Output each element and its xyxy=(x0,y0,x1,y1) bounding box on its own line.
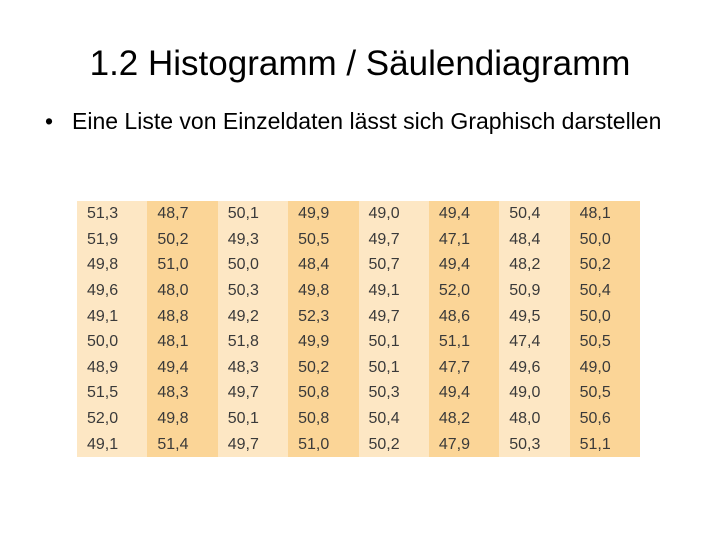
table-cell: 49,4 xyxy=(147,354,218,381)
table-cell: 47,4 xyxy=(499,328,570,355)
table-cell: 48,7 xyxy=(147,201,218,227)
table-row: 49,1 51,4 49,7 51,0 50,2 47,9 50,3 51,1 xyxy=(77,431,640,457)
table-cell: 48,4 xyxy=(288,252,359,278)
table-cell: 50,0 xyxy=(569,226,640,253)
table-cell: 49,9 xyxy=(288,328,359,355)
table-row: 51,3 48,7 50,1 49,9 49,0 49,4 50,4 48,1 xyxy=(77,201,640,227)
table-row: 49,1 48,8 49,2 52,3 49,7 48,6 49,5 50,0 xyxy=(77,303,640,329)
table-cell: 49,4 xyxy=(428,201,500,227)
table-cell: 50,4 xyxy=(499,201,570,227)
table-cell: 50,0 xyxy=(217,252,289,278)
table-cell: 50,6 xyxy=(569,405,640,432)
table-cell: 51,3 xyxy=(77,201,148,227)
table-cell: 51,1 xyxy=(428,328,500,355)
bullet-list: Eine Liste von Einzeldaten lässt sich Gr… xyxy=(45,106,685,136)
table-cell: 48,0 xyxy=(499,405,570,432)
table-cell: 49,0 xyxy=(499,380,570,406)
table-cell: 48,6 xyxy=(428,303,500,329)
table-cell: 50,3 xyxy=(499,431,570,457)
table-cell: 51,8 xyxy=(217,328,289,355)
table-cell: 49,1 xyxy=(77,431,148,457)
table-cell: 49,1 xyxy=(77,303,148,329)
table-cell: 51,1 xyxy=(569,431,640,457)
table-cell: 49,9 xyxy=(288,201,359,227)
table-cell: 50,7 xyxy=(358,252,429,278)
table-cell: 48,2 xyxy=(428,405,500,432)
table-cell: 48,1 xyxy=(569,201,640,227)
table-cell: 50,2 xyxy=(569,252,640,278)
table-cell: 49,0 xyxy=(358,201,429,227)
table-cell: 49,7 xyxy=(358,303,429,329)
table-cell: 48,0 xyxy=(147,277,218,304)
table-cell: 47,7 xyxy=(428,354,500,381)
table-cell: 50,0 xyxy=(77,328,148,355)
table-row: 50,0 48,1 51,8 49,9 50,1 51,1 47,4 50,5 xyxy=(77,328,640,355)
table-cell: 50,1 xyxy=(217,201,289,227)
table-cell: 50,1 xyxy=(358,328,429,355)
table-row: 52,0 49,8 50,1 50,8 50,4 48,2 48,0 50,6 xyxy=(77,405,640,432)
table-cell: 49,1 xyxy=(358,277,429,304)
table-row: 51,9 50,2 49,3 50,5 49,7 47,1 48,4 50,0 xyxy=(77,226,640,253)
table-cell: 50,0 xyxy=(569,303,640,329)
table-cell: 50,1 xyxy=(217,405,289,432)
table-cell: 50,2 xyxy=(358,431,429,457)
table-cell: 50,5 xyxy=(569,328,640,355)
table-cell: 50,8 xyxy=(288,405,359,432)
table-cell: 49,7 xyxy=(217,431,289,457)
table-cell: 49,7 xyxy=(358,226,429,253)
table-cell: 49,7 xyxy=(217,380,289,406)
table-cell: 48,4 xyxy=(499,226,570,253)
table-cell: 49,5 xyxy=(499,303,570,329)
table-row: 49,6 48,0 50,3 49,8 49,1 52,0 50,9 50,4 xyxy=(77,277,640,304)
table-cell: 48,2 xyxy=(499,252,570,278)
table-cell: 49,2 xyxy=(217,303,289,329)
table-cell: 51,0 xyxy=(147,252,218,278)
table-cell: 50,3 xyxy=(217,277,289,304)
table-row: 48,9 49,4 48,3 50,2 50,1 47,7 49,6 49,0 xyxy=(77,354,640,381)
table-cell: 49,8 xyxy=(288,277,359,304)
table-cell: 49,4 xyxy=(428,380,500,406)
data-table: 51,3 48,7 50,1 49,9 49,0 49,4 50,4 48,1 51,9 50,2… xyxy=(77,201,640,457)
table-cell: 48,1 xyxy=(147,328,218,355)
table-cell: 50,5 xyxy=(569,380,640,406)
table-cell: 49,8 xyxy=(77,252,148,278)
bullet-item: Eine Liste von Einzeldaten lässt sich Gr… xyxy=(45,106,685,136)
table-cell: 47,1 xyxy=(428,226,500,253)
table-cell: 50,3 xyxy=(358,380,429,406)
table-row: 49,8 51,0 50,0 48,4 50,7 49,4 48,2 50,2 xyxy=(77,252,640,278)
table-cell: 51,0 xyxy=(288,431,359,457)
slide-title: 1.2 Histogramm / Säulendiagramm xyxy=(89,44,631,83)
table-cell: 51,5 xyxy=(77,380,148,406)
table-cell: 50,4 xyxy=(358,405,429,432)
table-cell: 52,0 xyxy=(428,277,500,304)
table-cell: 49,6 xyxy=(77,277,148,304)
table-cell: 50,5 xyxy=(288,226,359,253)
table-cell: 50,8 xyxy=(288,380,359,406)
table-cell: 50,9 xyxy=(499,277,570,304)
table-cell: 48,9 xyxy=(77,354,148,381)
table-cell: 48,3 xyxy=(217,354,289,381)
table-cell: 49,4 xyxy=(428,252,500,278)
table-cell: 51,4 xyxy=(147,431,218,457)
table-cell: 50,1 xyxy=(358,354,429,381)
table-cell: 47,9 xyxy=(428,431,500,457)
table-cell: 52,3 xyxy=(288,303,359,329)
table-cell: 50,2 xyxy=(147,226,218,253)
table-row: 51,5 48,3 49,7 50,8 50,3 49,4 49,0 50,5 xyxy=(77,380,640,406)
table-cell: 49,6 xyxy=(499,354,570,381)
table-cell: 50,2 xyxy=(288,354,359,381)
table-cell: 48,3 xyxy=(147,380,218,406)
table-cell: 52,0 xyxy=(77,405,148,432)
table-cell: 50,4 xyxy=(569,277,640,304)
table-cell: 49,3 xyxy=(217,226,289,253)
table-cell: 49,0 xyxy=(569,354,640,381)
table-cell: 51,9 xyxy=(77,226,148,253)
table-cell: 49,8 xyxy=(147,405,218,432)
table-cell: 48,8 xyxy=(147,303,218,329)
